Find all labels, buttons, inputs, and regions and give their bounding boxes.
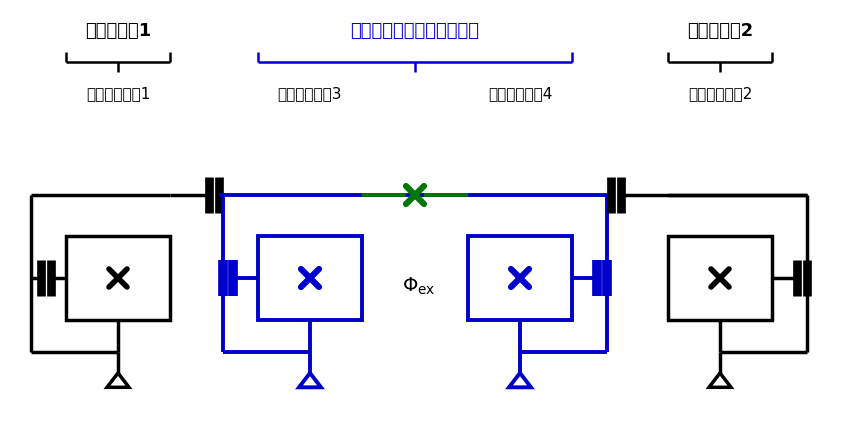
Text: $\Phi_{\rm ex}$: $\Phi_{\rm ex}$ <box>402 275 436 297</box>
Text: トランズモン4: トランズモン4 <box>488 86 552 101</box>
Text: トランズモン3: トランズモン3 <box>278 86 342 101</box>
Text: ダブルトランズモンカプラ: ダブルトランズモンカプラ <box>351 22 480 40</box>
Text: トランズモン2: トランズモン2 <box>688 86 752 101</box>
Text: 量子ビット1: 量子ビット1 <box>85 22 151 40</box>
Text: 量子ビット2: 量子ビット2 <box>687 22 753 40</box>
Bar <box>668 236 772 320</box>
Text: トランズモン1: トランズモン1 <box>86 86 150 101</box>
Bar <box>258 236 362 320</box>
Bar <box>66 236 170 320</box>
Bar <box>468 236 572 320</box>
